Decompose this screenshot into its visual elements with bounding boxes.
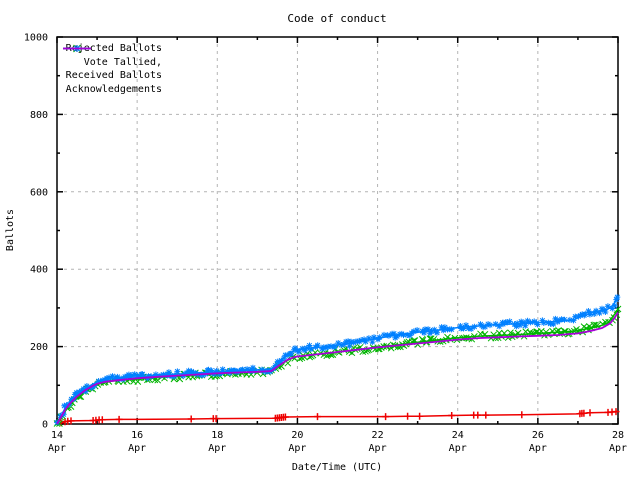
x-tick-label: Apr — [208, 443, 226, 454]
x-tick-label: Apr — [369, 443, 387, 454]
legend-label: Received Ballots — [65, 70, 162, 82]
x-tick-label: 18 — [211, 430, 223, 441]
x-tick-label: Apr — [609, 443, 627, 454]
x-tick-label: Apr — [288, 443, 306, 454]
y-tick-label: 0 — [42, 420, 48, 431]
chart-title: Code of conduct — [287, 12, 387, 25]
legend-sample-acks — [63, 47, 91, 50]
series-markers — [54, 294, 621, 426]
x-tick-label: Apr — [529, 443, 547, 454]
tick-labels: 0 200 400 600 800 1000 14 Apr 16 Apr 18 Apr 20 Apr 22 A… — [24, 33, 627, 455]
chart-legend: Rejected Ballots Vote Tallied, Received … — [56, 42, 162, 96]
y-tick-label: 800 — [30, 110, 48, 121]
series-received — [54, 294, 621, 426]
y-axis-title: Ballots — [5, 208, 16, 252]
y-tick-label: 600 — [30, 187, 48, 198]
legend-label: Acknowledgements — [65, 83, 162, 95]
x-tick-label: 28 — [612, 430, 624, 441]
series-line — [56, 312, 619, 425]
series-rejected — [56, 408, 620, 427]
legend-item-acknowledgements: Acknowledgements — [56, 47, 162, 97]
series-line — [56, 308, 619, 425]
x-tick-label: 20 — [291, 430, 303, 441]
x-tick-label: Apr — [449, 443, 467, 454]
x-tick-label: 14 — [51, 430, 63, 441]
y-tick-label: 1000 — [24, 33, 48, 44]
x-tick-label: Apr — [128, 443, 146, 454]
legend-item-received-ballots: Received Ballots — [56, 45, 162, 83]
x-tick-label: 24 — [452, 430, 464, 441]
x-tick-label: 16 — [131, 430, 143, 441]
series-acks — [56, 312, 619, 425]
x-tick-label: 22 — [372, 430, 384, 441]
series-line — [56, 296, 619, 425]
y-tick-label: 400 — [30, 265, 48, 276]
x-tick-label: Apr — [48, 443, 66, 454]
series-markers — [57, 408, 620, 427]
legend-item-vote-tallied: Vote Tallied, — [56, 44, 162, 70]
axis-ticks — [56, 36, 619, 425]
legend-label: Vote Tallied, — [83, 56, 162, 68]
x-axis-title: Date/Time (UTC) — [291, 462, 383, 473]
x-tick-label: 26 — [532, 430, 544, 441]
y-tick-label: 200 — [30, 342, 48, 353]
